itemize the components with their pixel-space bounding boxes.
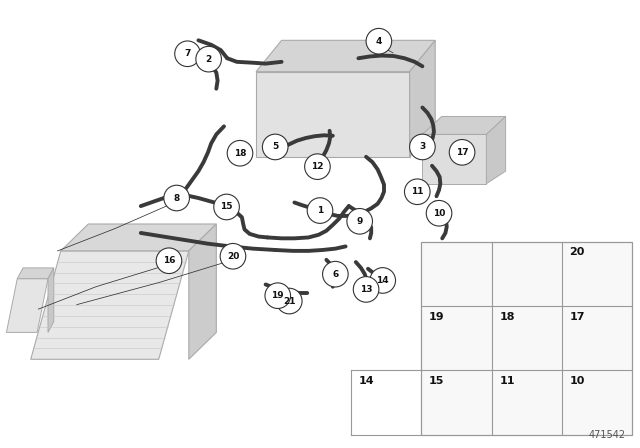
Text: 15: 15	[429, 376, 444, 386]
Polygon shape	[410, 40, 435, 157]
Text: 18: 18	[499, 311, 515, 322]
Ellipse shape	[426, 200, 452, 226]
Ellipse shape	[227, 140, 253, 166]
Polygon shape	[256, 40, 435, 72]
Ellipse shape	[323, 261, 348, 287]
Text: 19: 19	[271, 291, 284, 300]
Ellipse shape	[370, 267, 396, 293]
Text: 15: 15	[220, 202, 233, 211]
Polygon shape	[6, 279, 48, 332]
Ellipse shape	[276, 288, 302, 314]
Text: 1: 1	[317, 206, 323, 215]
Text: 14: 14	[358, 376, 374, 386]
Ellipse shape	[347, 208, 372, 234]
Text: 12: 12	[311, 162, 324, 171]
Ellipse shape	[404, 179, 430, 205]
Polygon shape	[256, 72, 410, 157]
Ellipse shape	[214, 194, 239, 220]
Ellipse shape	[196, 46, 221, 72]
Text: 2: 2	[205, 55, 212, 64]
Polygon shape	[31, 251, 189, 359]
Ellipse shape	[449, 139, 475, 165]
Text: 17: 17	[456, 148, 468, 157]
Ellipse shape	[366, 28, 392, 54]
Text: 11: 11	[411, 187, 424, 196]
Text: 8: 8	[173, 194, 180, 202]
Polygon shape	[421, 242, 632, 435]
Text: 13: 13	[360, 285, 372, 294]
Ellipse shape	[262, 134, 288, 160]
Text: 17: 17	[570, 311, 585, 322]
Text: 7: 7	[184, 49, 191, 58]
Text: 19: 19	[429, 311, 444, 322]
Ellipse shape	[305, 154, 330, 180]
Polygon shape	[422, 134, 486, 184]
Ellipse shape	[410, 134, 435, 160]
Text: 9: 9	[356, 217, 363, 226]
Polygon shape	[486, 116, 506, 184]
Text: 20: 20	[227, 252, 239, 261]
Ellipse shape	[164, 185, 189, 211]
Text: 6: 6	[332, 270, 339, 279]
Polygon shape	[48, 268, 54, 332]
Text: 21: 21	[283, 297, 296, 306]
Ellipse shape	[307, 198, 333, 224]
Ellipse shape	[220, 243, 246, 269]
Text: 11: 11	[499, 376, 515, 386]
Text: 20: 20	[570, 247, 585, 257]
Text: 16: 16	[163, 256, 175, 265]
Text: 10: 10	[433, 209, 445, 218]
Polygon shape	[422, 116, 506, 134]
Text: 3: 3	[419, 142, 426, 151]
Text: 471542: 471542	[589, 430, 626, 440]
Ellipse shape	[156, 248, 182, 274]
Text: 4: 4	[376, 37, 382, 46]
Polygon shape	[17, 268, 54, 279]
Text: 5: 5	[272, 142, 278, 151]
Ellipse shape	[265, 283, 291, 309]
Ellipse shape	[175, 41, 200, 67]
Text: 14: 14	[376, 276, 389, 285]
Ellipse shape	[353, 276, 379, 302]
Polygon shape	[61, 224, 216, 251]
Text: 18: 18	[234, 149, 246, 158]
Polygon shape	[189, 224, 216, 359]
Text: 10: 10	[570, 376, 585, 386]
